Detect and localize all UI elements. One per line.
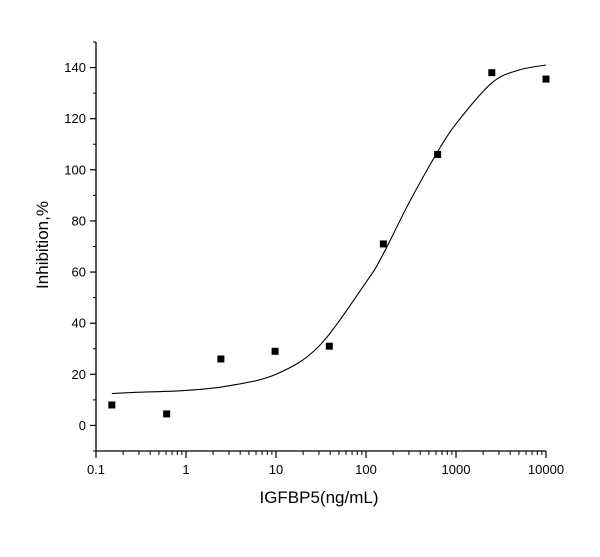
data-point (488, 69, 496, 77)
data-point (434, 150, 442, 158)
x-axis-ticks: 0.1 1 10 100 1000 10000 (87, 451, 564, 477)
x-tick-label: 1 (182, 462, 189, 477)
data-point (271, 347, 279, 355)
data-points (108, 69, 550, 418)
fit-curve (111, 64, 547, 395)
x-tick-label: 100 (355, 462, 377, 477)
y-axis-ticks: 0 20 40 60 80 100 120 140 (64, 60, 96, 433)
minor-ticks (93, 41, 543, 455)
data-point (325, 342, 333, 350)
x-tick-label: 0.1 (87, 462, 105, 477)
data-point (542, 75, 550, 83)
data-point (217, 355, 225, 363)
y-axis-title: Inhibition,% (33, 201, 52, 289)
y-tick-label: 0 (79, 418, 86, 433)
y-tick-label: 140 (64, 60, 86, 75)
x-axis-title: IGFBP5(ng/mL) (259, 488, 378, 507)
y-tick-label: 120 (64, 111, 86, 126)
y-tick-label: 60 (72, 265, 86, 280)
data-point (379, 240, 387, 248)
x-tick-label: 1000 (442, 462, 471, 477)
axes (95, 42, 546, 452)
fit-curve-layer (111, 64, 547, 395)
y-tick-label: 80 (72, 213, 86, 228)
data-point (163, 410, 171, 418)
data-point (108, 401, 116, 409)
y-tick-label: 20 (72, 367, 86, 382)
x-tick-label: 10 (269, 462, 283, 477)
x-tick-label: 10000 (528, 462, 564, 477)
y-tick-label: 40 (72, 316, 86, 331)
y-tick-label: 100 (64, 162, 86, 177)
